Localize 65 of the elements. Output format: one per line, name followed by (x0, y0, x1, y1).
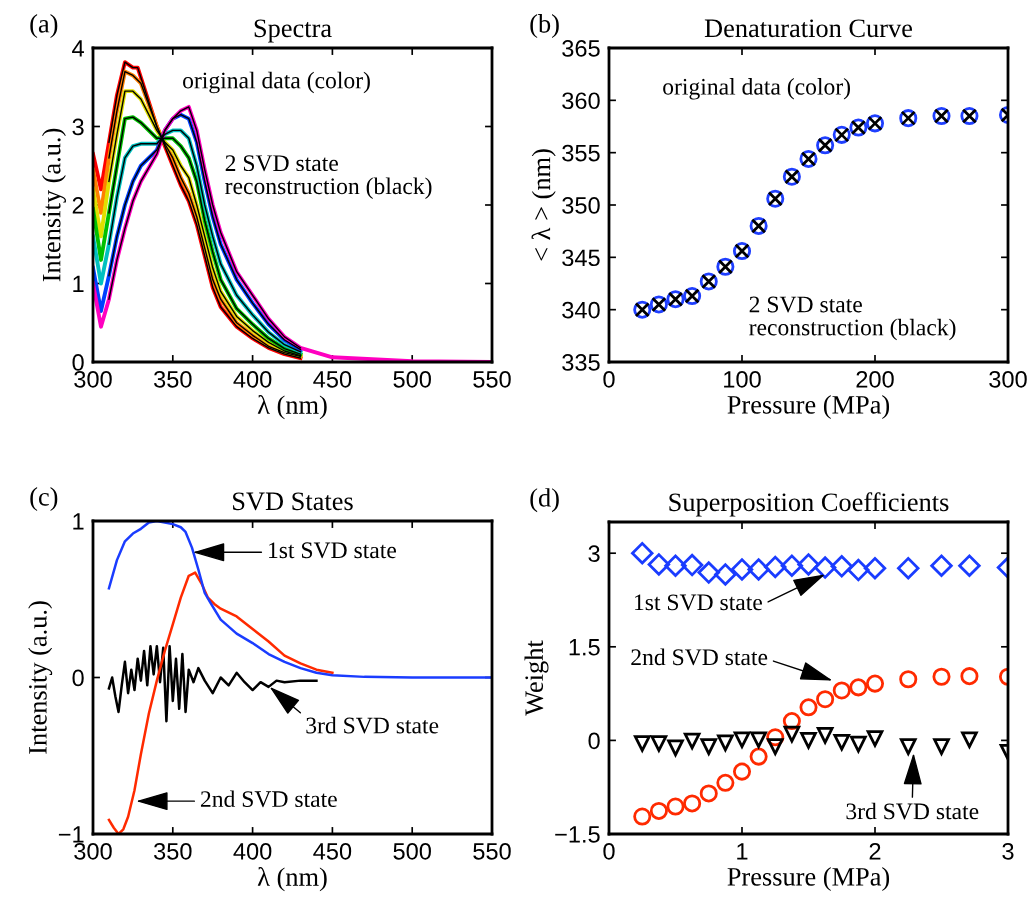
y-tick-label: 350 (562, 197, 600, 214)
x-tick-label: 300 (989, 370, 1027, 388)
annotation: 1st SVD state (269, 542, 397, 559)
x-tick-label: 100 (724, 370, 761, 388)
x-tick-label: 2 (869, 842, 881, 860)
y-tick-label: 1 (73, 513, 84, 530)
x-tick-label: 0 (603, 370, 615, 388)
annotation: 2 SVD state reconstruction (black) (225, 155, 432, 199)
annotation: 2nd SVD state (200, 790, 337, 808)
annotation: 3rd SVD state (846, 802, 979, 820)
x-tick-label: 450 (313, 370, 352, 388)
y-tick-label: 0 (72, 354, 84, 371)
x-tick-label: 1 (737, 843, 748, 860)
y-axis-title: < λ > (nm) (531, 149, 556, 261)
chart-title: SVD States (233, 492, 353, 511)
annotation: original data (color) (183, 71, 370, 94)
x-tick-label: 300 (74, 370, 112, 388)
y-tick-label: 0 (72, 669, 84, 687)
y-tick-label: 1.5 (569, 639, 600, 656)
y-tick-label: 2 (72, 197, 84, 214)
y-tick-label: 4 (72, 40, 84, 57)
x-tick-label: 400 (233, 370, 272, 388)
text: (d) (530, 488, 559, 513)
y-tick-label: 345 (562, 249, 600, 267)
x-tick-label: 550 (473, 370, 511, 388)
y-tick-label: 3 (588, 545, 600, 562)
y-axis-title: Intensity (a.u.) (41, 128, 66, 282)
chart-title: Spectra (254, 19, 332, 43)
y-tick-label: 340 (562, 301, 600, 319)
x-tick-label: 300 (74, 842, 112, 860)
y-tick-label: 365 (562, 40, 600, 57)
x-tick-label: 450 (313, 842, 352, 860)
x-tick-label: 550 (473, 842, 511, 860)
x-tick-label: 400 (233, 842, 272, 860)
y-tick-label: 360 (562, 92, 600, 110)
x-tick-label: 500 (393, 370, 431, 388)
x-axis-title: Pressure (MPa) (727, 867, 890, 892)
y-axis-title: Intensity (a.u.) (28, 601, 53, 754)
text: (b) (530, 14, 559, 38)
y-tick-label: 1 (73, 275, 84, 293)
y-tick-label: 355 (562, 144, 600, 162)
y-tick-label: 335 (562, 354, 600, 371)
x-tick-label: 500 (393, 842, 431, 860)
y-tick-label: 3 (72, 118, 84, 136)
y-tick-label: −1.5 (555, 826, 600, 843)
x-tick-label: 350 (154, 842, 192, 860)
annotation: original data (color) (663, 78, 850, 100)
x-axis-title: λ (nm) (257, 867, 327, 892)
x-tick-label: 0 (603, 842, 615, 860)
annotation: 2 SVD state reconstruction (black) (749, 296, 956, 341)
x-tick-label: 3 (1002, 842, 1014, 860)
x-tick-label: 200 (856, 370, 894, 388)
text: (a) (30, 14, 58, 38)
y-axis-title: Weight (524, 640, 549, 716)
annotation: 3rd SVD state (306, 716, 439, 734)
chart-title: Denaturation Curve (704, 19, 913, 38)
x-axis-title: λ (nm) (257, 395, 327, 420)
annotation: 2nd SVD state (631, 648, 768, 666)
annotation: 1st SVD state (635, 594, 762, 611)
y-tick-label: −1 (58, 826, 84, 843)
text: (c) (30, 487, 58, 512)
y-tick-label: 0 (588, 732, 600, 750)
chart-title: Superposition Coefficients (669, 492, 949, 517)
x-tick-label: 350 (154, 370, 192, 388)
x-axis-title: Pressure (MPa) (727, 395, 890, 420)
